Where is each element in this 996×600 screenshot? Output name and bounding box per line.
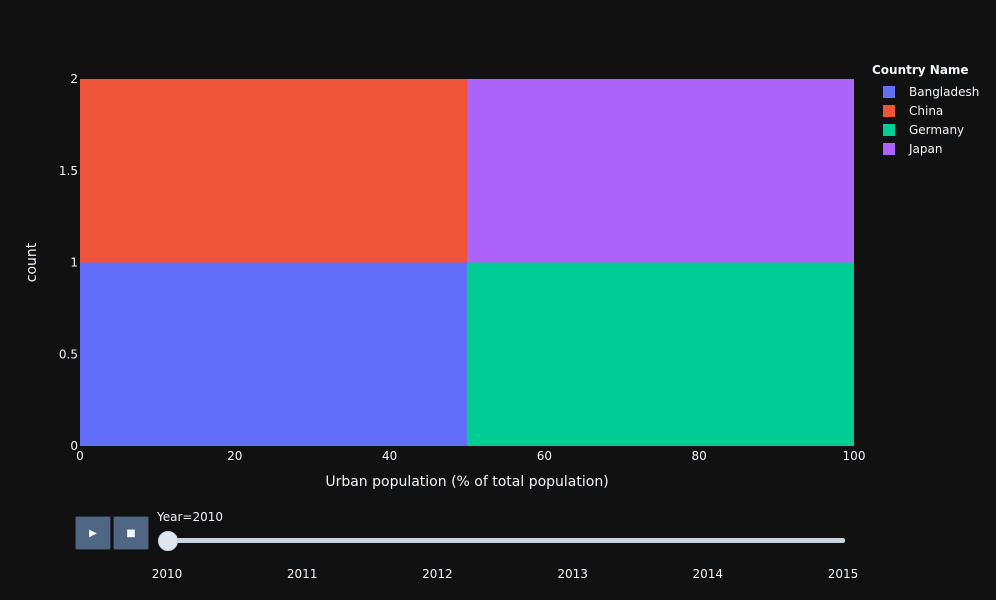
- legend-swatch: [883, 123, 895, 136]
- legend-item-germany[interactable]: Germany: [872, 120, 979, 139]
- bar-japan: [467, 79, 854, 263]
- play-icon: ▶: [89, 527, 97, 539]
- bar-bangladesh: [80, 262, 467, 446]
- y-tick-label: 1.5: [59, 164, 78, 178]
- x-tick-label: 80: [692, 449, 707, 463]
- slider-step-label[interactable]: 2015: [827, 567, 859, 581]
- x-axis-title: Urban population (% of total population): [325, 474, 608, 490]
- legend-swatch: [883, 142, 895, 155]
- slider-step-label[interactable]: 2014: [692, 567, 724, 581]
- legend-item-japan[interactable]: Japan: [872, 139, 979, 158]
- slider-step-label[interactable]: 2012: [422, 567, 453, 581]
- legend-title: Country Name: [872, 63, 969, 77]
- y-axis-title: count: [24, 242, 40, 282]
- x-tick-label: 20: [227, 449, 242, 463]
- legend-swatch: [883, 104, 895, 117]
- y-tick-label: 0: [70, 439, 78, 453]
- slider-step-label[interactable]: 2013: [557, 567, 588, 581]
- legend-label: China: [909, 103, 944, 118]
- slider-step-label[interactable]: 2010: [151, 567, 183, 581]
- x-tick-label: 60: [537, 449, 552, 463]
- legend-swatch: [883, 85, 895, 98]
- legend-label: Germany: [909, 122, 965, 137]
- year-slider-handle[interactable]: [158, 531, 178, 551]
- stop-icon: ■: [126, 527, 136, 539]
- slider-step-label[interactable]: 2011: [286, 567, 318, 581]
- legend-item-china[interactable]: China: [872, 101, 979, 120]
- legend-label: Japan: [909, 141, 943, 156]
- year-slider-track[interactable]: [167, 538, 845, 543]
- y-tick-label: 0.5: [59, 347, 78, 361]
- x-tick-label: 0: [76, 449, 84, 463]
- x-tick-label: 40: [382, 449, 397, 463]
- legend-item-bangladesh[interactable]: Bangladesh: [872, 82, 979, 101]
- legend: Country Name Bangladesh China Germany Japan: [872, 63, 979, 158]
- year-slider-ticks: 2010 2011 2012 2013 2014 2015: [0, 567, 996, 587]
- animation-controls: ▶ ■: [75, 516, 151, 550]
- legend-label: Bangladesh: [909, 84, 980, 99]
- play-button[interactable]: ▶: [75, 516, 111, 550]
- y-tick-label: 2: [70, 72, 78, 86]
- bar-germany: [467, 262, 854, 446]
- stop-button[interactable]: ■: [113, 516, 149, 550]
- slider-current-value: Year=2010: [157, 510, 223, 524]
- x-tick-label: 100: [843, 449, 866, 463]
- y-tick-label: 1: [70, 256, 78, 270]
- bar-china: [80, 79, 467, 263]
